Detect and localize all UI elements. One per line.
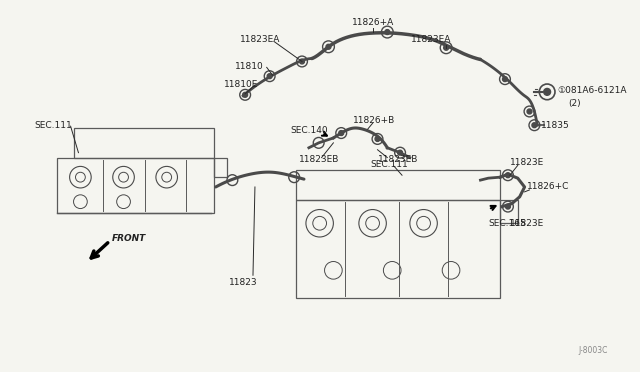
- Text: 11810: 11810: [236, 62, 264, 71]
- Text: SEC.111: SEC.111: [35, 121, 72, 130]
- Text: 11826+B: 11826+B: [353, 116, 396, 125]
- Circle shape: [506, 173, 510, 178]
- Text: SEC.165: SEC.165: [488, 219, 526, 228]
- Text: 11826+A: 11826+A: [351, 18, 394, 27]
- Circle shape: [532, 123, 537, 128]
- Text: 11823EA: 11823EA: [412, 35, 452, 44]
- Circle shape: [385, 30, 390, 35]
- Text: 11823EB: 11823EB: [299, 155, 339, 164]
- Text: SEC.140: SEC.140: [290, 126, 328, 135]
- Circle shape: [527, 109, 532, 114]
- Circle shape: [397, 150, 403, 155]
- Circle shape: [339, 131, 344, 135]
- Text: 11835: 11835: [541, 121, 570, 130]
- Text: 11823: 11823: [229, 278, 257, 286]
- Text: 11823EA: 11823EA: [240, 35, 280, 44]
- Circle shape: [544, 89, 550, 95]
- Text: 11823EB: 11823EB: [378, 155, 418, 164]
- Text: 11823E: 11823E: [510, 219, 544, 228]
- Text: SEC.111: SEC.111: [371, 160, 408, 169]
- Text: 11810E: 11810E: [223, 80, 258, 89]
- Circle shape: [267, 74, 272, 78]
- Circle shape: [502, 77, 508, 81]
- Circle shape: [326, 44, 331, 49]
- Text: FRONT: FRONT: [112, 234, 146, 243]
- Circle shape: [243, 92, 248, 97]
- Circle shape: [375, 137, 380, 141]
- Text: 11826+C: 11826+C: [527, 183, 569, 192]
- Text: J-8003C: J-8003C: [579, 346, 608, 355]
- Circle shape: [444, 45, 449, 50]
- Text: ①081A6-6121A: ①081A6-6121A: [557, 86, 627, 95]
- Text: (2): (2): [569, 99, 581, 108]
- Circle shape: [300, 59, 305, 64]
- Text: 11823E: 11823E: [510, 158, 544, 167]
- Circle shape: [506, 204, 510, 209]
